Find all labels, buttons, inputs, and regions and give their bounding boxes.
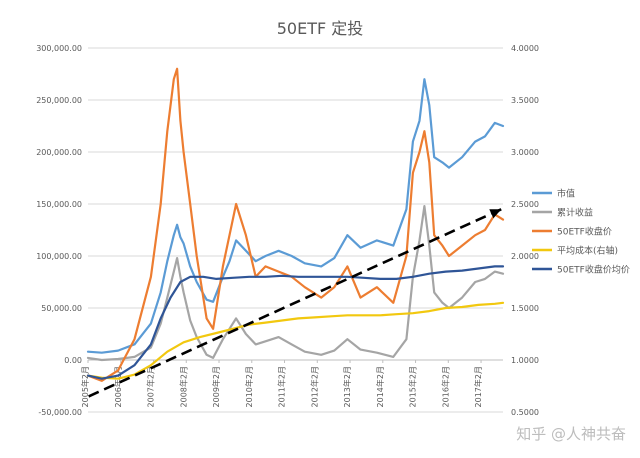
y-left-tick-label: 250,000.00 xyxy=(36,96,82,105)
y-right-tick-label: 4.0000 xyxy=(511,44,539,53)
x-tick-label: 2016年2月 xyxy=(440,366,450,407)
y-left-tick-label: 200,000.00 xyxy=(36,148,82,157)
trend-arrow-line xyxy=(88,208,502,398)
x-tick-label: 2011年2月 xyxy=(277,366,287,407)
y-right-tick-label: 3.0000 xyxy=(511,148,539,157)
series-layer xyxy=(86,67,505,382)
x-tick-label: 2010年2月 xyxy=(244,366,254,407)
y-left-tick-label: -50,000.00 xyxy=(38,408,82,417)
watermark: 知乎 @人神共奋 xyxy=(516,425,626,443)
x-tick-label: 2013年2月 xyxy=(342,366,352,407)
y-right-tick-label: 3.5000 xyxy=(511,96,539,105)
y-left-tick-label: 50,000.00 xyxy=(41,304,82,313)
legend-label: 50ETF收盘价均价 xyxy=(557,264,630,276)
series-line xyxy=(86,78,505,354)
chart-title: 50ETF 定投 xyxy=(277,19,364,38)
x-tick-label: 2015年2月 xyxy=(408,366,418,407)
legend-label: 50ETF收盘价 xyxy=(557,226,612,238)
x-tick-label: 2008年2月 xyxy=(178,366,188,407)
y-left-tick-label: 300,000.00 xyxy=(36,44,82,53)
x-tick-label: 2009年2月 xyxy=(211,366,221,407)
y-left-tick-label: 100,000.00 xyxy=(36,252,82,261)
legend-label: 累计收益 xyxy=(557,207,593,219)
y-right-tick-label: 1.0000 xyxy=(511,356,539,365)
x-tick-label: 2012年2月 xyxy=(309,366,319,407)
x-tick-label: 2017年2月 xyxy=(473,366,483,407)
annotation-layer xyxy=(88,208,502,398)
legend-label: 平均成本(右轴) xyxy=(557,245,618,257)
series-line xyxy=(86,205,505,362)
y-left-tick-label: 150,000.00 xyxy=(36,200,82,209)
y-right-tick-label: 1.5000 xyxy=(511,304,539,313)
x-tick-label: 2006年2月 xyxy=(113,366,123,407)
x-tick-label: 2014年2月 xyxy=(375,366,385,407)
x-tick-label: 2007年2月 xyxy=(146,366,156,407)
series-line xyxy=(86,301,505,380)
series-line xyxy=(86,67,505,382)
y-left-tick-label: 0.00 xyxy=(64,356,82,365)
trend-arrow-head xyxy=(489,209,502,219)
x-tick-label: 2005年2月 xyxy=(80,366,90,407)
series-line xyxy=(86,265,505,380)
y-right-tick-label: 2.5000 xyxy=(511,200,539,209)
y-right-tick-label: 2.0000 xyxy=(511,252,539,261)
y-right-tick-label: 0.5000 xyxy=(511,408,539,417)
legend-label: 市值 xyxy=(557,188,575,200)
